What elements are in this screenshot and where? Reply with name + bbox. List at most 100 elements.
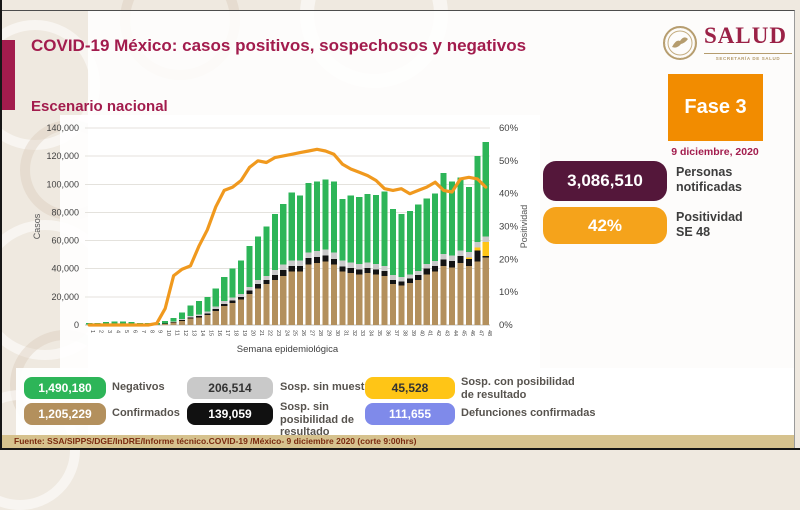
bar-segment — [246, 287, 252, 291]
source-footer: Fuente: SSA/SIPPS/DGE/InDRE/Informe técn… — [14, 436, 416, 446]
bar-segment — [196, 317, 202, 325]
bar-segment — [365, 262, 371, 268]
bar-segment — [297, 196, 303, 261]
bar-segment — [322, 179, 328, 249]
bar-segment — [432, 266, 438, 272]
bar-segment — [474, 262, 480, 325]
bar-segment — [246, 291, 252, 295]
bar-segment — [466, 266, 472, 325]
bar-segment — [187, 319, 193, 325]
x-tick-week: 11 — [174, 330, 180, 336]
x-tick-week: 45 — [460, 330, 466, 336]
bar-segment — [457, 263, 463, 325]
bar-segment — [238, 260, 244, 294]
bar-segment — [373, 269, 379, 274]
bar-segment — [348, 268, 354, 273]
defunciones-count-badge: 111,655 — [365, 403, 455, 425]
x-tick-week: 42 — [435, 330, 441, 336]
bar-segment — [322, 255, 328, 261]
sosp-sin-posibilidad-count-badge: 139,059 — [187, 403, 273, 425]
bar-segment — [204, 312, 210, 314]
bar-segment — [415, 275, 421, 280]
bar-segment — [415, 280, 421, 325]
x-tick-week: 33 — [359, 330, 365, 336]
x-tick-week: 4 — [115, 330, 121, 333]
bar-segment — [398, 277, 404, 281]
secretaria-de-salud-label: SECRETARÍA DE SALUD — [704, 53, 792, 61]
x-tick-week: 47 — [477, 330, 483, 336]
bar-segment — [196, 314, 202, 315]
bar-segment — [246, 294, 252, 325]
bar-segment — [398, 281, 404, 285]
bar-segment — [457, 250, 463, 256]
bar-segment — [457, 177, 463, 250]
y-right-tick: 50% — [499, 156, 519, 167]
bar-segment — [381, 266, 387, 271]
bar-segment — [373, 264, 379, 270]
bar-segment — [196, 301, 202, 314]
x-tick-week: 12 — [182, 330, 188, 336]
x-tick-week: 28 — [317, 330, 323, 336]
bar-segment — [213, 309, 219, 311]
x-tick-week: 3 — [106, 330, 112, 333]
bar-segment — [171, 322, 177, 325]
personas-notificadas-badge: 3,086,510 — [543, 161, 667, 201]
bar-segment — [398, 214, 404, 277]
x-tick-week: 5 — [123, 330, 129, 333]
bar-segment — [238, 300, 244, 325]
bar-segment — [407, 274, 413, 278]
bar-segment — [179, 319, 185, 320]
bar-segment — [280, 204, 286, 265]
bar-segment — [365, 268, 371, 273]
defunciones-label: Defunciones confirmadas — [461, 407, 631, 420]
bar-segment — [483, 257, 489, 325]
bar-segment — [230, 300, 236, 303]
chart-title: Escenario nacional — [31, 98, 168, 115]
y-left-tick: 80,000 — [51, 207, 79, 217]
bar-segment — [322, 250, 328, 256]
bar-segment — [171, 318, 177, 321]
bar-segment — [483, 142, 489, 236]
bar-segment — [289, 193, 295, 261]
x-tick-week: 36 — [385, 330, 391, 336]
bar-segment — [255, 280, 261, 284]
bar-segment — [238, 294, 244, 297]
x-tick-week: 30 — [334, 330, 340, 336]
bar-segment — [381, 271, 387, 276]
bar-segment — [187, 316, 193, 317]
bar-segment — [255, 236, 261, 280]
x-tick-week: 16 — [216, 330, 222, 336]
bar-segment — [246, 246, 252, 287]
bar-segment — [255, 288, 261, 325]
negativos-label: Negativos — [112, 381, 184, 394]
y-left-tick: 120,000 — [46, 151, 79, 161]
x-tick-week: 23 — [275, 330, 281, 336]
bar-segment — [213, 311, 219, 325]
x-tick-week: 31 — [342, 330, 348, 336]
bar-segment — [322, 262, 328, 325]
bar-segment — [348, 196, 354, 263]
bar-segment — [306, 253, 312, 259]
bar-segment — [280, 270, 286, 276]
x-tick-week: 10 — [165, 330, 171, 336]
bar-segment — [407, 279, 413, 283]
x-tick-week: 43 — [444, 330, 450, 336]
bar-segment — [449, 255, 455, 261]
bar-segment — [424, 274, 430, 325]
bar-segment — [424, 269, 430, 275]
x-tick-week: 18 — [233, 330, 239, 336]
bar-segment — [238, 297, 244, 300]
x-tick-week: 8 — [148, 330, 154, 333]
bar-segment — [230, 303, 236, 325]
bar-segment — [221, 304, 227, 306]
bar-segment — [407, 283, 413, 325]
bar-segment — [339, 272, 345, 325]
phase-badge: Fase 3 — [668, 74, 763, 141]
y-left-axis-title: Casos — [32, 213, 42, 239]
bar-segment — [272, 270, 278, 275]
bar-segment — [390, 275, 396, 280]
bar-segment — [398, 286, 404, 325]
bar-segment — [306, 264, 312, 325]
bar-segment — [221, 277, 227, 301]
x-tick-week: 37 — [393, 330, 399, 336]
